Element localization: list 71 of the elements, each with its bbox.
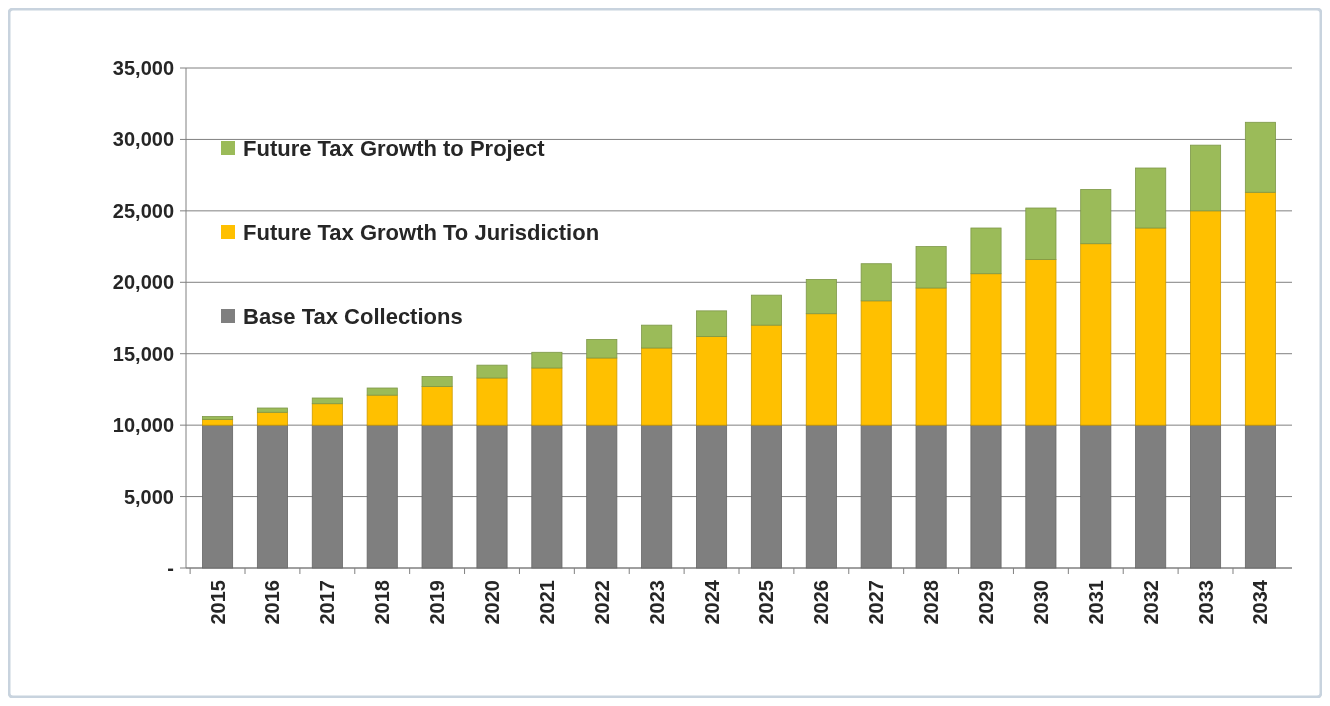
bar <box>421 386 453 426</box>
x-tick-label: 2028 <box>920 580 943 625</box>
bar <box>202 419 234 426</box>
y-tick-label: 15,000 <box>112 342 174 365</box>
bar <box>476 364 508 379</box>
x-tick-label: 2030 <box>1029 580 1052 625</box>
bar <box>256 411 288 426</box>
bar <box>256 407 288 413</box>
y-tick-label: 30,000 <box>112 128 174 151</box>
bar <box>860 263 892 302</box>
x-tick-label: 2017 <box>316 580 339 625</box>
x-tick-label: 2033 <box>1194 580 1217 625</box>
bar <box>970 273 1002 426</box>
x-tick-label: 2025 <box>755 580 778 625</box>
x-tick-label: 2024 <box>700 579 723 625</box>
y-tick-label: 5,000 <box>123 485 174 508</box>
x-tick-label: 2023 <box>645 580 668 625</box>
bar <box>696 310 728 337</box>
x-tick-label: 2022 <box>590 580 613 625</box>
x-tick-label: 2018 <box>371 580 394 625</box>
bar <box>586 339 618 359</box>
bar <box>805 279 837 315</box>
bar <box>915 246 947 289</box>
x-tick-label: 2031 <box>1084 580 1107 625</box>
bar <box>1135 167 1167 229</box>
bar <box>1190 210 1222 426</box>
x-tick-label: 2029 <box>975 580 997 625</box>
bar <box>586 357 618 426</box>
x-tick-label: 2020 <box>481 580 503 625</box>
bar <box>366 394 398 426</box>
bar <box>1080 189 1112 245</box>
bar <box>1025 259 1057 426</box>
legend-label: Base Tax Collections <box>243 303 463 329</box>
bar <box>750 294 782 326</box>
x-tick-label: 2021 <box>535 580 558 625</box>
bar <box>531 351 563 369</box>
bar <box>202 416 234 420</box>
x-tick-label: 2019 <box>426 580 449 625</box>
x-tick-label: 2027 <box>865 580 888 625</box>
bar <box>641 347 673 426</box>
x-tick-label: 2026 <box>810 580 833 625</box>
bar <box>641 324 673 349</box>
bar <box>696 336 728 426</box>
y-tick-label: 10,000 <box>112 414 174 437</box>
bar <box>421 376 453 387</box>
bar <box>1025 207 1057 260</box>
bar <box>1080 243 1112 426</box>
x-tick-label: 2032 <box>1139 580 1162 625</box>
bar <box>1190 144 1222 212</box>
bar <box>1244 191 1276 426</box>
bar <box>805 313 837 426</box>
legend-label: Future Tax Growth to Project <box>243 135 546 161</box>
bar <box>1135 227 1167 426</box>
bar <box>476 377 508 426</box>
y-tick-label: 35,000 <box>112 57 174 79</box>
bar <box>1244 121 1276 193</box>
bar <box>860 300 892 426</box>
bar <box>970 227 1002 275</box>
x-tick-label: 2016 <box>261 580 284 625</box>
bar <box>750 324 782 426</box>
bar <box>311 397 343 405</box>
bar <box>311 403 343 426</box>
x-tick-label: 2034 <box>1249 579 1272 625</box>
y-tick-label: - <box>167 557 174 579</box>
bar <box>531 367 563 426</box>
legend-label: Future Tax Growth To Jurisdiction <box>243 219 600 245</box>
bar <box>915 287 947 426</box>
bar <box>366 387 398 396</box>
y-tick-label: 20,000 <box>112 271 174 294</box>
x-tick-label: 2015 <box>206 580 229 625</box>
y-tick-label: 25,000 <box>112 199 174 222</box>
